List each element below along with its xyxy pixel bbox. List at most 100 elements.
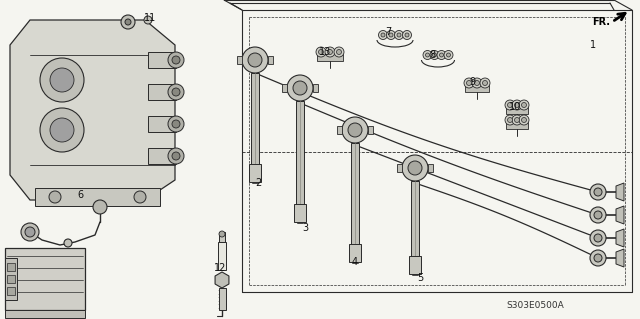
- Circle shape: [467, 80, 472, 85]
- Circle shape: [342, 117, 368, 143]
- Circle shape: [49, 191, 61, 203]
- Circle shape: [440, 53, 444, 57]
- Circle shape: [168, 52, 184, 68]
- Circle shape: [328, 49, 333, 55]
- Circle shape: [40, 108, 84, 152]
- Circle shape: [168, 116, 184, 132]
- Circle shape: [172, 56, 180, 64]
- Bar: [351, 143, 359, 245]
- Circle shape: [464, 78, 474, 88]
- Circle shape: [381, 33, 385, 37]
- Circle shape: [594, 211, 602, 219]
- Circle shape: [121, 15, 135, 29]
- Circle shape: [515, 102, 520, 108]
- Circle shape: [337, 49, 342, 55]
- Circle shape: [50, 68, 74, 92]
- Circle shape: [287, 75, 313, 101]
- Circle shape: [505, 115, 515, 125]
- Text: S303E0500A: S303E0500A: [506, 300, 564, 309]
- Text: 2: 2: [255, 178, 261, 188]
- Circle shape: [594, 254, 602, 262]
- Text: 13: 13: [319, 47, 331, 57]
- Bar: [409, 256, 421, 274]
- Circle shape: [394, 31, 403, 40]
- Circle shape: [508, 117, 513, 122]
- Bar: [148, 84, 176, 100]
- Circle shape: [293, 81, 307, 95]
- Circle shape: [93, 200, 107, 214]
- Circle shape: [40, 58, 84, 102]
- Circle shape: [515, 117, 520, 122]
- Polygon shape: [428, 164, 433, 172]
- Bar: [296, 101, 304, 205]
- Circle shape: [21, 223, 39, 241]
- Text: 4: 4: [352, 257, 358, 267]
- Polygon shape: [616, 206, 624, 224]
- Bar: [219, 232, 225, 242]
- Polygon shape: [237, 56, 242, 64]
- Circle shape: [405, 33, 409, 37]
- Bar: [7, 287, 15, 295]
- Circle shape: [144, 16, 152, 24]
- Circle shape: [378, 31, 387, 40]
- Bar: [349, 244, 361, 262]
- Circle shape: [50, 118, 74, 142]
- Circle shape: [423, 50, 432, 60]
- Text: 12: 12: [214, 263, 226, 273]
- Circle shape: [408, 161, 422, 175]
- Text: 5: 5: [417, 273, 423, 283]
- Circle shape: [403, 31, 412, 40]
- Polygon shape: [616, 249, 624, 267]
- Text: 7: 7: [385, 27, 391, 37]
- Bar: [465, 85, 489, 92]
- Text: 11: 11: [144, 13, 156, 23]
- Circle shape: [426, 53, 429, 57]
- Text: 6: 6: [77, 190, 83, 200]
- Polygon shape: [215, 272, 229, 288]
- Circle shape: [433, 53, 436, 57]
- Circle shape: [594, 234, 602, 242]
- Circle shape: [594, 188, 602, 196]
- Polygon shape: [282, 84, 287, 92]
- Polygon shape: [313, 84, 318, 92]
- Circle shape: [248, 53, 262, 67]
- Bar: [251, 73, 259, 165]
- Circle shape: [348, 123, 362, 137]
- Circle shape: [590, 207, 606, 223]
- Bar: [218, 242, 226, 270]
- Text: 9: 9: [469, 77, 475, 87]
- Circle shape: [447, 53, 451, 57]
- Bar: [148, 52, 176, 68]
- Bar: [506, 122, 528, 129]
- Circle shape: [168, 84, 184, 100]
- Circle shape: [168, 148, 184, 164]
- Circle shape: [480, 78, 490, 88]
- Polygon shape: [616, 229, 624, 247]
- Circle shape: [64, 239, 72, 247]
- Circle shape: [483, 80, 488, 85]
- Circle shape: [508, 102, 513, 108]
- Circle shape: [590, 230, 606, 246]
- Bar: [5, 258, 17, 300]
- Polygon shape: [268, 56, 273, 64]
- Circle shape: [172, 152, 180, 160]
- Circle shape: [172, 120, 180, 128]
- Text: 3: 3: [302, 223, 308, 233]
- Bar: [148, 148, 176, 164]
- Circle shape: [319, 49, 323, 55]
- Circle shape: [134, 191, 146, 203]
- Circle shape: [387, 31, 396, 40]
- Circle shape: [437, 50, 446, 60]
- Circle shape: [512, 100, 522, 110]
- Polygon shape: [337, 126, 342, 134]
- Bar: [249, 164, 261, 182]
- Bar: [5, 310, 85, 318]
- Circle shape: [402, 155, 428, 181]
- Circle shape: [430, 50, 439, 60]
- Bar: [7, 275, 15, 283]
- Text: FR.: FR.: [592, 17, 610, 27]
- Text: 8: 8: [429, 50, 435, 60]
- Bar: [5, 248, 85, 310]
- Bar: [411, 181, 419, 257]
- Circle shape: [444, 50, 453, 60]
